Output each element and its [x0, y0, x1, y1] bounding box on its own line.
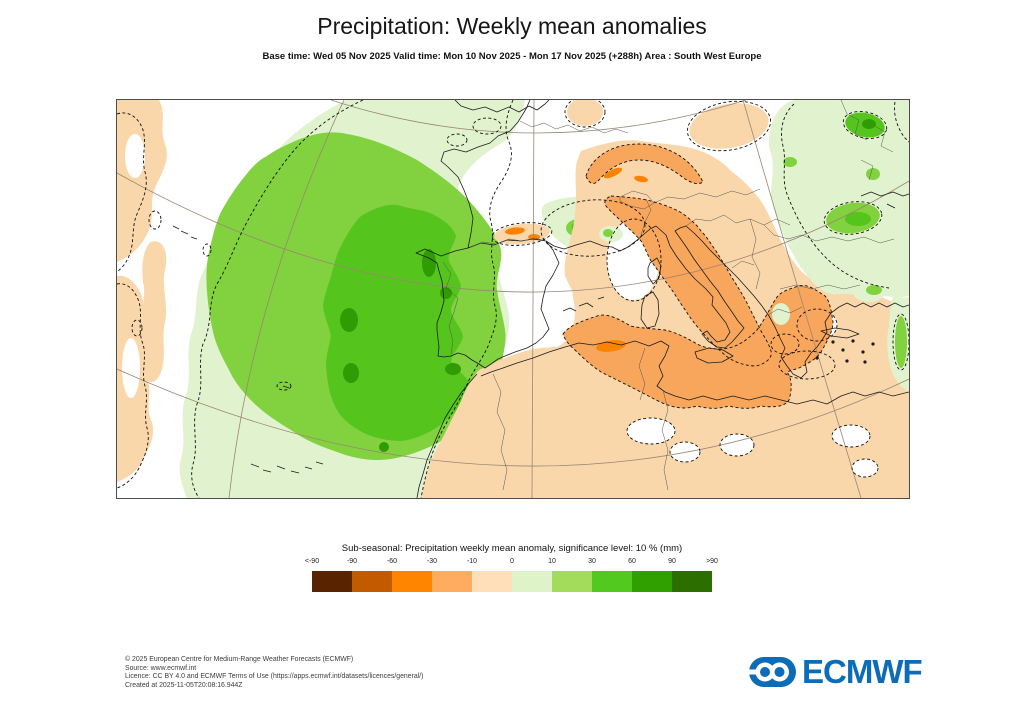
footer-line: © 2025 European Centre for Medium-Range … — [125, 656, 354, 663]
anomaly-map — [116, 99, 910, 499]
legend-tick-label: 0 — [510, 558, 514, 565]
legend-title: Sub-seasonal: Precipitation weekly mean … — [341, 543, 683, 554]
footer-line: Created at 2025-11-05T20:08:16.944Z — [125, 681, 243, 689]
legend-tick-label: -60 — [386, 558, 398, 565]
legend-color-segment — [592, 571, 632, 592]
legend-color-segment — [672, 571, 712, 592]
legend-tick-labels: <-90 -90 -60 -30 -10 0 10 30 60 90 >90 — [305, 558, 718, 568]
graticule-lines — [117, 100, 909, 498]
positive-anomaly-atlantic — [179, 100, 525, 498]
legend-bar — [312, 571, 712, 592]
legend-tick-label: 30 — [588, 558, 596, 565]
positive-anomaly-balkans — [768, 100, 909, 392]
ecmwf-logo-icon — [748, 657, 796, 687]
legend-color-segment — [632, 571, 672, 592]
legend-color-segment — [432, 571, 472, 592]
legend-color-segment — [392, 571, 432, 592]
footer-attribution: © 2025 European Centre for Medium-Range … — [125, 656, 423, 690]
legend-tick-label: -10 — [466, 558, 478, 565]
legend-color-segment — [552, 571, 592, 592]
footer-line: Source: www.ecmwf.int — [125, 664, 197, 672]
negative-anomaly-west-band — [117, 100, 167, 482]
negative-anomaly-mediterranean — [421, 140, 909, 498]
ecmwf-logo: ECMWF — [748, 653, 923, 691]
anomaly-map-svg — [117, 100, 909, 498]
legend-color-segment — [472, 571, 512, 592]
country-borders — [442, 100, 895, 491]
page-subtitle: Base time: Wed 05 Nov 2025 Valid time: M… — [262, 51, 762, 62]
legend-tick-label: -30 — [426, 558, 438, 565]
legend-color-segment — [312, 571, 352, 592]
legend-tick-label: -90 — [346, 558, 358, 565]
page-title: Precipitation: Weekly mean anomalies — [317, 13, 707, 39]
legend-tick-label: 90 — [668, 558, 676, 565]
legend-color-segment — [352, 571, 392, 592]
footer-line: Licence: CC BY 4.0 and ECMWF Terms of Us… — [125, 673, 424, 681]
legend-color-segment — [512, 571, 552, 592]
legend-tick-label: >90 — [706, 558, 718, 565]
legend-tick-label: 60 — [628, 558, 636, 565]
legend-tick-label: 10 — [548, 558, 556, 565]
legend-tick-label: <-90 — [304, 558, 320, 565]
ecmwf-logo-text: ECMWF — [802, 653, 923, 690]
